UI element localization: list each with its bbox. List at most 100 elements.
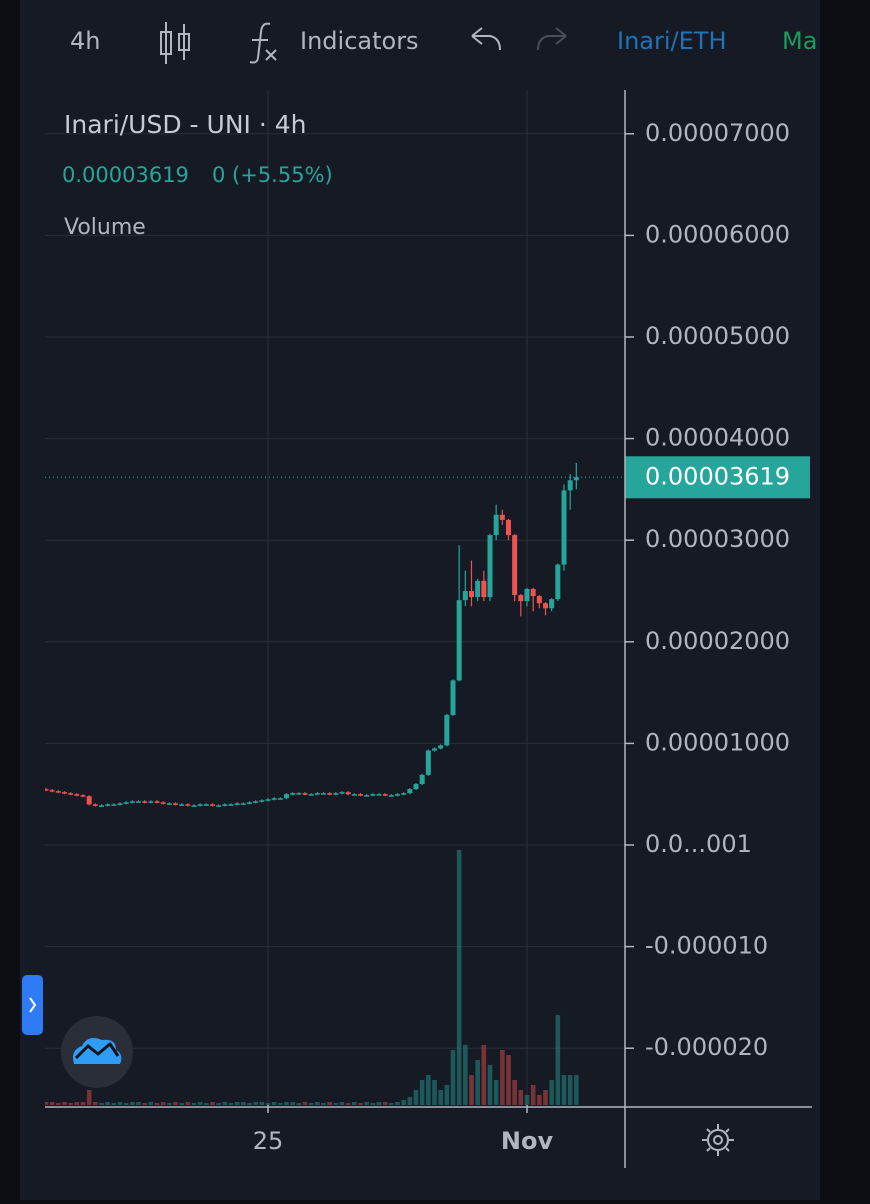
candle-body [80,795,86,797]
candle-body [567,480,573,491]
candle-body [142,801,148,803]
candle-body [203,804,209,806]
candle-body [573,477,579,481]
candle-body [265,799,271,801]
last-price: 0.00003619 [62,163,189,187]
side-toggle[interactable] [22,975,43,1035]
volume-bar [62,1102,67,1105]
volume-bar [290,1102,295,1105]
volume-bar [49,1102,55,1105]
volume-bar [265,1103,271,1105]
candle-body [493,514,499,536]
volume-bar [130,1102,135,1105]
candle-body [62,792,67,794]
volume-bar [99,1103,104,1105]
interval-button[interactable]: 4h [70,27,100,55]
volume-bar [395,1102,400,1105]
candle-body [413,784,419,790]
volume-bar [364,1102,369,1105]
candle-body [524,588,530,602]
y-tick-label: -0.000010 [645,932,768,960]
volume-bar [524,1095,530,1105]
candle-body [185,804,191,806]
candle-body [68,793,74,795]
candle-body [506,519,511,536]
candle-body [148,801,154,803]
price-pane [45,462,625,807]
candle-body [425,750,431,775]
indicators-button[interactable]: Indicators [300,27,419,55]
candle-body [179,804,185,806]
volume-bar [512,1080,517,1105]
redo-button[interactable] [537,27,567,51]
candle-body [111,804,117,806]
volume-bar [493,1080,499,1105]
candle-body [339,792,345,794]
candle-body [382,794,388,796]
x-tick-label: Nov [501,1127,554,1155]
candle-body [444,714,450,746]
candle-body [284,794,289,799]
volume-bar [56,1103,61,1105]
y-tick-label: 0.00004000 [645,424,790,452]
candle-body [561,490,567,565]
candle-body [512,535,518,596]
candle-body [74,794,80,796]
volume-bar [216,1103,221,1105]
market-tab[interactable]: Ma [782,27,817,55]
volume-bar [376,1102,382,1105]
candle-body [308,794,314,796]
volume-bar [333,1103,339,1105]
indicators-icon[interactable] [249,22,277,64]
candle-body [450,680,456,715]
volume-bar [370,1103,376,1105]
y-tick-label: 0.00001000 [645,728,790,756]
volume-bar [469,1075,474,1105]
volume-bar [74,1102,80,1105]
candle-body [210,804,215,806]
candle-body [388,795,394,797]
candle-body [518,595,524,602]
candle-body [45,789,49,791]
candle-body [99,805,104,807]
volume-bar [339,1102,345,1105]
volume-bar [481,1045,487,1105]
volume-bar [204,1103,209,1105]
candle-body [222,804,228,806]
volume-bar [555,1015,561,1105]
pair-tab[interactable]: Inari/ETH [617,27,727,55]
y-tick-label: 0.00005000 [645,322,790,350]
settings-button[interactable] [702,1124,734,1156]
candle-body [376,794,382,796]
undo-button[interactable] [471,27,501,51]
candle-body [173,803,178,805]
volume-bar [543,1090,548,1105]
volume-bar [574,1075,579,1105]
y-tick-label: 0.00007000 [645,119,790,147]
price-axis: 0.00007000 0.00006000 0.00005000 0.00004000… [253,119,810,1155]
logo-line [74,1041,120,1060]
candle-body [271,798,277,800]
candle-body [555,564,561,600]
candle-body [117,803,123,805]
volume-bar [160,1102,166,1105]
volume-bar [419,1080,425,1105]
candle-body [55,791,61,793]
candle-body [530,588,536,597]
volume-bar [45,1102,49,1105]
volume-bar [438,1090,443,1105]
candle-body [216,805,222,807]
y-tick-label: 0.00003000 [645,525,790,553]
volume-bar [142,1103,147,1105]
candle-body [290,793,296,795]
volume-bar [530,1085,536,1105]
volume-bar [80,1102,86,1105]
volume-bar [518,1090,524,1105]
chart-style-button[interactable] [160,22,190,64]
candle-body [499,514,505,520]
candle-body [536,596,542,604]
volume-bar [537,1095,542,1105]
volume-bar [222,1102,228,1105]
volume-bar [487,1065,493,1105]
